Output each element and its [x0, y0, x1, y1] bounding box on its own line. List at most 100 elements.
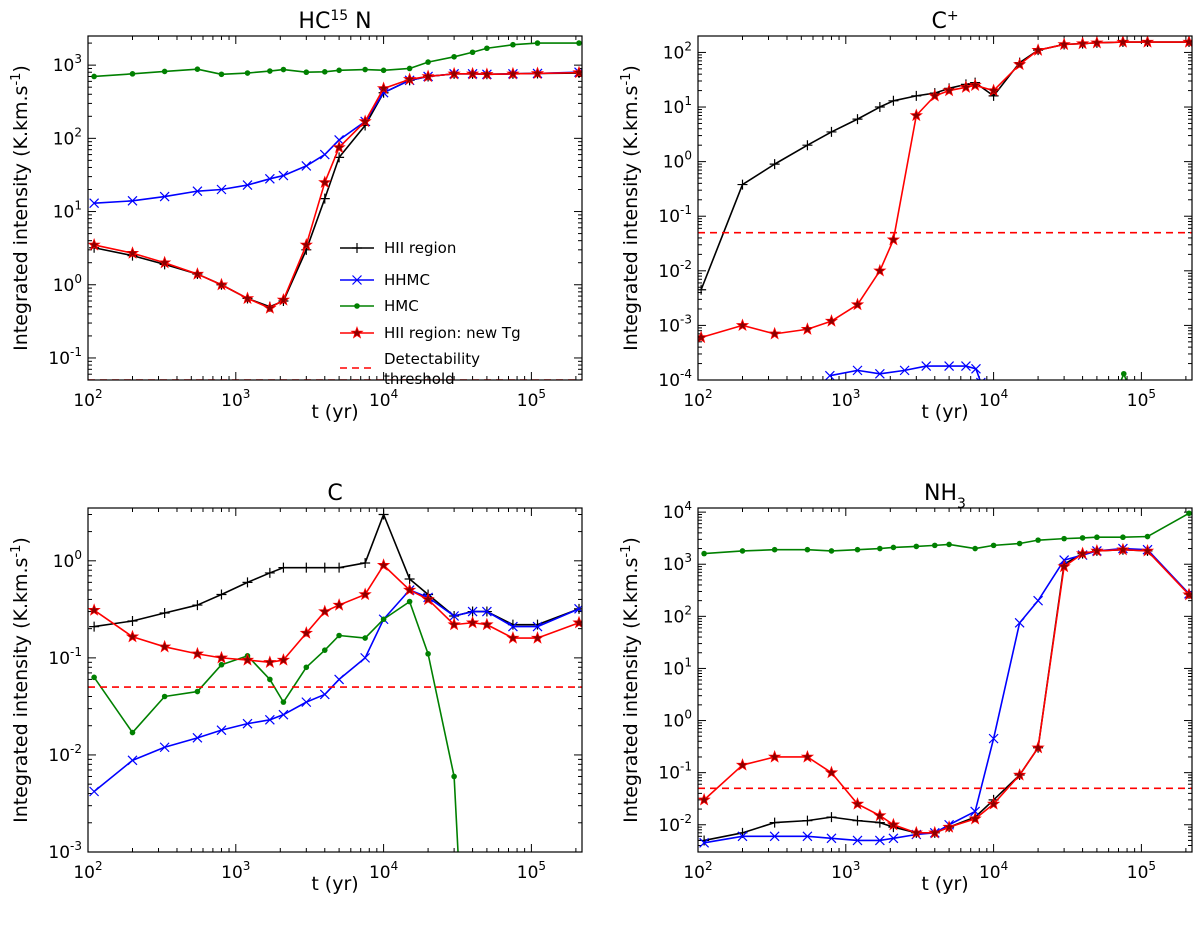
series-hii-region	[89, 68, 582, 312]
data-point	[530, 631, 545, 644]
data-point	[216, 184, 227, 195]
data-point	[961, 361, 971, 371]
data-point	[469, 49, 476, 56]
data-point	[425, 651, 431, 657]
data-point	[299, 626, 313, 639]
data-point	[1031, 740, 1045, 754]
data-point	[942, 83, 956, 97]
data-point	[321, 647, 328, 653]
axis-ticks	[697, 508, 1192, 853]
data-point	[874, 835, 885, 846]
data-point	[159, 742, 170, 753]
data-point	[873, 263, 887, 277]
data-point	[240, 291, 255, 305]
plot-frame	[87, 507, 583, 853]
data-point	[127, 195, 138, 206]
data-point	[467, 606, 478, 617]
series-line	[704, 512, 1190, 555]
series-line	[703, 548, 1190, 834]
data-point	[534, 40, 541, 46]
data-point	[89, 786, 100, 797]
data-point	[909, 108, 923, 122]
x-tick-label: 104	[979, 859, 1008, 883]
data-point	[990, 542, 997, 549]
x-tick-label: 104	[979, 387, 1008, 411]
y-tick-label: 10-3	[48, 839, 82, 863]
x-axis-label: t (yr)	[311, 401, 358, 423]
data-point	[739, 548, 746, 554]
data-point	[852, 365, 863, 376]
data-point	[572, 65, 582, 79]
data-point	[280, 66, 287, 73]
data-point	[161, 693, 168, 700]
data-point	[1116, 36, 1130, 48]
data-point	[888, 95, 899, 106]
data-point	[158, 255, 172, 269]
data-point	[828, 548, 835, 554]
data-point	[334, 135, 345, 145]
data-point	[988, 733, 999, 744]
data-point	[968, 811, 982, 825]
y-tick-label: 100	[53, 548, 82, 572]
data-point	[874, 102, 885, 113]
data-point	[216, 725, 227, 736]
data-point	[824, 370, 835, 380]
data-point	[1012, 768, 1027, 781]
data-point	[318, 175, 332, 189]
data-point	[406, 65, 413, 72]
data-point	[402, 583, 417, 596]
x-tick-label: 105	[1127, 387, 1156, 411]
data-point	[264, 714, 275, 725]
data-point	[303, 664, 310, 671]
data-point	[376, 81, 391, 95]
data-point	[1116, 542, 1130, 556]
data-point	[886, 232, 901, 246]
data-point	[850, 297, 865, 311]
axis-ticks	[87, 508, 582, 853]
y-tick-label: 10-4	[658, 367, 692, 391]
data-point	[319, 149, 330, 160]
data-point	[824, 314, 839, 327]
data-point	[942, 820, 956, 833]
plot-frame	[697, 507, 1193, 853]
series-hii-region-new-tg	[88, 558, 582, 668]
data-point	[451, 773, 457, 780]
data-point	[451, 53, 457, 60]
data-point	[360, 557, 371, 568]
series-line	[700, 41, 1190, 339]
data-point	[380, 616, 387, 623]
series-hii-region	[698, 37, 1192, 295]
data-point	[804, 546, 811, 553]
data-point	[264, 173, 275, 184]
data-point	[336, 632, 342, 639]
series-hmc	[91, 598, 461, 860]
data-point	[278, 562, 289, 573]
x-tick-label: 103	[221, 387, 250, 411]
y-tick-label: 103	[53, 52, 82, 76]
data-point	[334, 562, 345, 573]
data-point	[360, 652, 371, 663]
y-axis-label: Integrated intensity (K.km.s-1)	[619, 537, 643, 823]
data-point	[194, 66, 201, 72]
plot-area: 102 103 104 105 10-3 10-2 10-1 100	[48, 507, 583, 883]
data-point	[826, 833, 837, 844]
data-point	[264, 567, 275, 578]
data-point	[921, 361, 932, 371]
data-point	[378, 87, 389, 98]
legend-marker	[350, 326, 364, 339]
y-tick-label: 10-2	[658, 258, 692, 282]
data-point	[242, 180, 253, 190]
data-point	[263, 655, 277, 668]
data-point	[899, 365, 910, 376]
data-point	[455, 854, 461, 860]
data-point	[826, 126, 837, 137]
data-point	[481, 606, 492, 617]
data-point	[318, 604, 332, 618]
data-point	[88, 603, 101, 616]
y-tick-label: 10-2	[48, 742, 82, 766]
data-point	[190, 646, 205, 660]
data-point	[301, 160, 312, 171]
legend-entry-hii-new-tg: HII region: new Tg	[340, 324, 521, 342]
data-point	[1090, 543, 1104, 557]
